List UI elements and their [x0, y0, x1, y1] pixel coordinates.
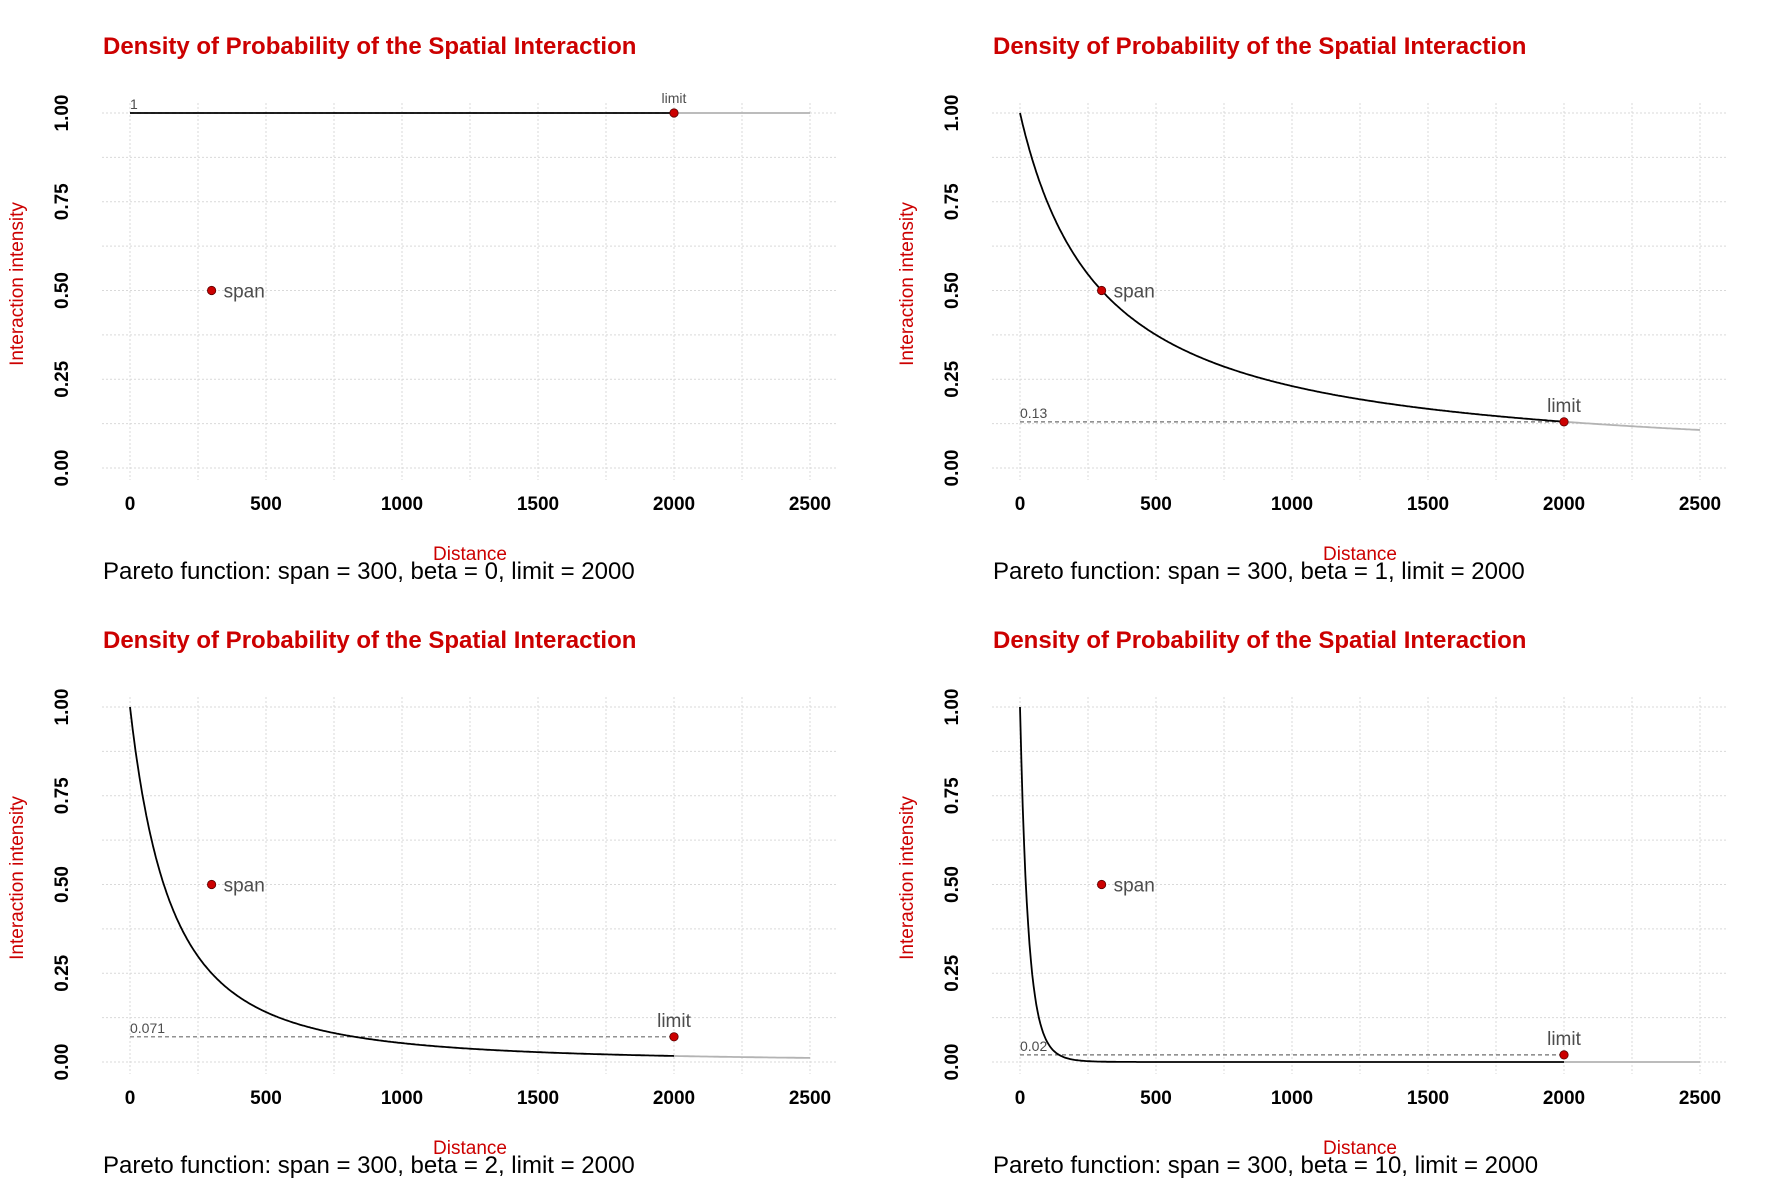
grid: [102, 697, 838, 1074]
x-tick-label: 0: [125, 494, 136, 515]
y-tick-label: 0.75: [942, 183, 963, 220]
x-axis-label: Distance: [1323, 544, 1397, 565]
chart-caption: Pareto function: span = 300, beta = 1, l…: [993, 558, 1525, 585]
y-tick-label: 1.00: [52, 95, 73, 132]
y-tick-label: 0.25: [942, 360, 963, 397]
x-tick-label: 1000: [381, 1088, 423, 1109]
y-tick-label: 0.00: [52, 450, 73, 487]
limit-value-label: 0.02: [1020, 1038, 1047, 1054]
y-tick-label: 0.00: [942, 1044, 963, 1081]
x-tick-label: 2000: [653, 1088, 695, 1109]
y-tick-label: 1.00: [942, 689, 963, 726]
limit-point: [1559, 1050, 1569, 1060]
chart-title: Density of Probability of the Spatial In…: [993, 33, 1527, 60]
x-tick-label: 1000: [381, 494, 423, 515]
chart-plot: Interaction intensity Distance 0 500 1000 1…: [897, 95, 1728, 565]
x-tick-label: 2000: [1543, 494, 1585, 515]
span-label: span: [224, 282, 265, 303]
span-label: span: [1114, 876, 1155, 897]
curve-beyond-limit: [674, 1055, 810, 1059]
x-tick-label: 1000: [1271, 1088, 1313, 1109]
chart-title: Density of Probability of the Spatial In…: [103, 627, 637, 654]
y-tick-label: 0.00: [942, 450, 963, 487]
span-point: [1097, 285, 1107, 296]
x-tick-label: 2500: [1679, 494, 1721, 515]
x-tick-label: 2000: [653, 494, 695, 515]
limit-value-label: 0.13: [1020, 405, 1047, 421]
chart-panel-beta-2: Density of Probability of the Spatial In…: [0, 594, 880, 1184]
y-tick-label: 0.50: [942, 866, 963, 903]
y-tick-label: 0.75: [942, 777, 963, 814]
y-tick-label: 0.75: [52, 777, 73, 814]
chart-panel-beta-10: Density of Probability of the Spatial In…: [890, 594, 1770, 1184]
span-point: [1097, 879, 1107, 890]
x-tick-label: 1500: [1407, 494, 1449, 515]
curve-beyond-limit: [1563, 420, 1701, 431]
y-tick-label: 1.00: [942, 95, 963, 132]
x-tick-label: 500: [1140, 494, 1172, 515]
x-tick-label: 2000: [1543, 1088, 1585, 1109]
span-point: [207, 879, 217, 890]
interaction-curve: [1019, 112, 1565, 423]
chart-panel-beta-1: Density of Probability of the Spatial In…: [890, 0, 1770, 590]
x-tick-label: 0: [1015, 494, 1026, 515]
chart-panel-beta-0: Density of Probability of the Spatial In…: [0, 0, 880, 590]
x-axis-label: Distance: [433, 544, 507, 565]
x-tick-label: 2500: [789, 494, 831, 515]
limit-point: [1559, 417, 1569, 427]
y-axis-label: Interaction intensity: [7, 202, 28, 366]
interaction-curve: [1019, 706, 1564, 1063]
limit-label: limit: [657, 1011, 691, 1032]
interaction-curve: [129, 706, 675, 1057]
y-axis-label: Interaction intensity: [897, 796, 918, 960]
limit-label: limit: [1547, 1029, 1581, 1050]
limit-value-label: 1: [130, 96, 138, 112]
chart-title: Density of Probability of the Spatial In…: [993, 627, 1527, 654]
y-tick-label: 0.25: [942, 954, 963, 991]
y-tick-label: 0.25: [52, 360, 73, 397]
x-axis-label: Distance: [433, 1138, 507, 1159]
x-tick-label: 500: [1140, 1088, 1172, 1109]
grid: [992, 103, 1728, 480]
limit-label: limit: [662, 90, 687, 106]
span-point: [207, 285, 217, 296]
y-tick-label: 1.00: [52, 689, 73, 726]
x-tick-label: 500: [250, 1088, 282, 1109]
x-tick-label: 2500: [789, 1088, 831, 1109]
limit-point: [669, 1032, 679, 1042]
chart-title: Density of Probability of the Spatial In…: [103, 33, 637, 60]
chart-plot: Interaction intensity Distance 0 500 1000 1…: [897, 689, 1728, 1159]
x-tick-label: 1500: [517, 1088, 559, 1109]
y-tick-label: 0.25: [52, 954, 73, 991]
x-tick-label: 0: [125, 1088, 136, 1109]
span-label: span: [1114, 282, 1155, 303]
chart-caption: Pareto function: span = 300, beta = 0, l…: [103, 558, 635, 585]
limit-value-label: 0.071: [130, 1020, 165, 1036]
y-tick-label: 0.50: [52, 272, 73, 309]
chart-plot: Interaction intensity Distance 0 500 1000 1…: [7, 689, 838, 1159]
x-tick-label: 1500: [1407, 1088, 1449, 1109]
y-tick-label: 0.50: [52, 866, 73, 903]
grid: [992, 697, 1728, 1074]
limit-label: limit: [1547, 396, 1581, 417]
y-tick-label: 0.75: [52, 183, 73, 220]
y-axis-label: Interaction intensity: [7, 796, 28, 960]
y-axis-label: Interaction intensity: [897, 202, 918, 366]
chart-caption: Pareto function: span = 300, beta = 10, …: [993, 1152, 1539, 1179]
x-axis-label: Distance: [1323, 1138, 1397, 1159]
chart-caption: Pareto function: span = 300, beta = 2, l…: [103, 1152, 635, 1179]
x-tick-label: 1000: [1271, 494, 1313, 515]
chart-plot: Interaction intensity Distance 0 500 1000 1…: [7, 90, 838, 565]
limit-point: [669, 108, 679, 118]
y-tick-label: 0.50: [942, 272, 963, 309]
x-tick-label: 1500: [517, 494, 559, 515]
x-tick-label: 0: [1015, 1088, 1026, 1109]
x-tick-label: 2500: [1679, 1088, 1721, 1109]
y-tick-label: 0.00: [52, 1044, 73, 1081]
x-tick-label: 500: [250, 494, 282, 515]
span-label: span: [224, 876, 265, 897]
